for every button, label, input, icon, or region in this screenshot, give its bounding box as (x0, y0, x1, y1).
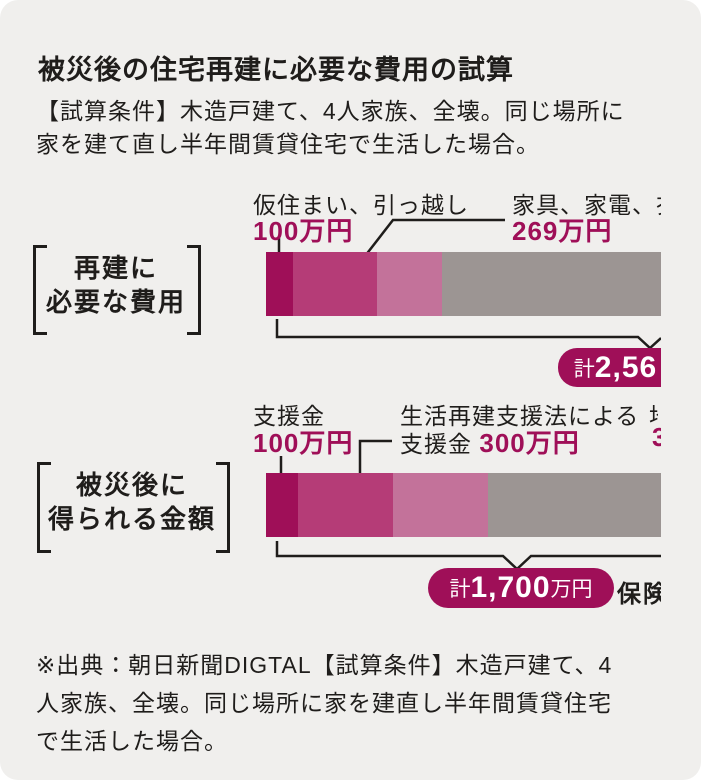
total-badge-c2-prefix: 計 (449, 578, 471, 601)
stacked-bar-c2 (266, 473, 661, 537)
annotation-c1-1-label: 仮住まい、引っ越し (253, 192, 469, 218)
bracket-left-c1 (33, 245, 47, 335)
clipped-digit-fragment: 3 (652, 422, 661, 450)
annotation-c2-2-line2: 支援金 300万円 (400, 423, 580, 460)
total-badge-c1-value: 2,56 (594, 350, 658, 384)
category-label-c2: 被災後に 得られる金額 (37, 468, 227, 536)
total-badge-c2-value: 1,700 (470, 571, 551, 604)
total-brace-c1 (275, 319, 661, 350)
annotation-c2-2-label2: 支援金 (400, 431, 480, 457)
total-badge-c1: 計 2,56 (558, 348, 661, 387)
bar-c1-seg3 (377, 252, 442, 316)
annotation-c1-2-label: 家具、家電、衣 (512, 192, 661, 218)
source-line-1: ※出典：朝日新聞DIGTAL【試算条件】木造戸建て、4 (36, 652, 613, 678)
annotation-c1-1-value: 100万円 (253, 216, 354, 246)
stacked-bar-c1 (266, 252, 661, 316)
bar-c2-seg3 (393, 473, 488, 537)
bar-c2-seg1 (266, 473, 298, 537)
annotation-c1-2-value: 269万円 (512, 216, 613, 246)
category-label-c1: 再建に 必要な費用 (33, 251, 199, 319)
bracket-right-c1 (187, 245, 201, 335)
source-line-3: で生活した場合。 (36, 728, 228, 754)
annotation-c2-2-value: 300万円 (479, 428, 580, 458)
bar-c1-seg1 (266, 252, 293, 316)
total-brace-c2 (275, 541, 661, 571)
condition-line-2: 家を建て直し半年間賃貸住宅で生活した場合。 (36, 131, 540, 157)
bracket-right-c2 (216, 462, 230, 553)
side-note-insurance: 保険 (617, 581, 661, 608)
page-title: 被災後の住宅再建に必要な費用の試算 (38, 55, 514, 85)
annotation-c2-2-label: 生活再建支援法による (400, 403, 640, 429)
total-badge-c2: 計 1,700 万円 (428, 568, 614, 608)
bar-c2-seg4 (488, 473, 661, 537)
category-label-c1-line2: 必要な費用 (45, 287, 186, 317)
total-badge-c1-prefix: 計 (573, 357, 595, 381)
clipped-kanji-fragment: 地 (649, 397, 658, 423)
annotation-c2-1-label: 支援金 (253, 403, 325, 429)
bar-c1-seg4 (442, 252, 661, 316)
total-badge-c2-suffix: 万円 (550, 578, 593, 601)
graphic-clip-region: 被災後の住宅再建に必要な費用の試算 【試算条件】木造戸建て、4人家族、全壊。同じ… (33, 55, 661, 754)
category-label-c2-line1: 被災後に (75, 470, 188, 500)
bar-c1-seg2 (293, 252, 377, 316)
condition-line-1: 【試算条件】木造戸建て、4人家族、全壊。同じ場所に (36, 98, 625, 124)
category-label-c1-line1: 再建に (73, 253, 158, 283)
bar-c2-seg2 (298, 473, 393, 537)
category-label-c2-line2: 得られる金額 (47, 504, 216, 534)
source-line-2: 人家族、全壊。同じ場所に家を建直し半年間賃貸住宅 (36, 690, 612, 716)
annotation-c2-1-value: 100万円 (253, 428, 354, 458)
bracket-left-c2 (37, 462, 51, 553)
